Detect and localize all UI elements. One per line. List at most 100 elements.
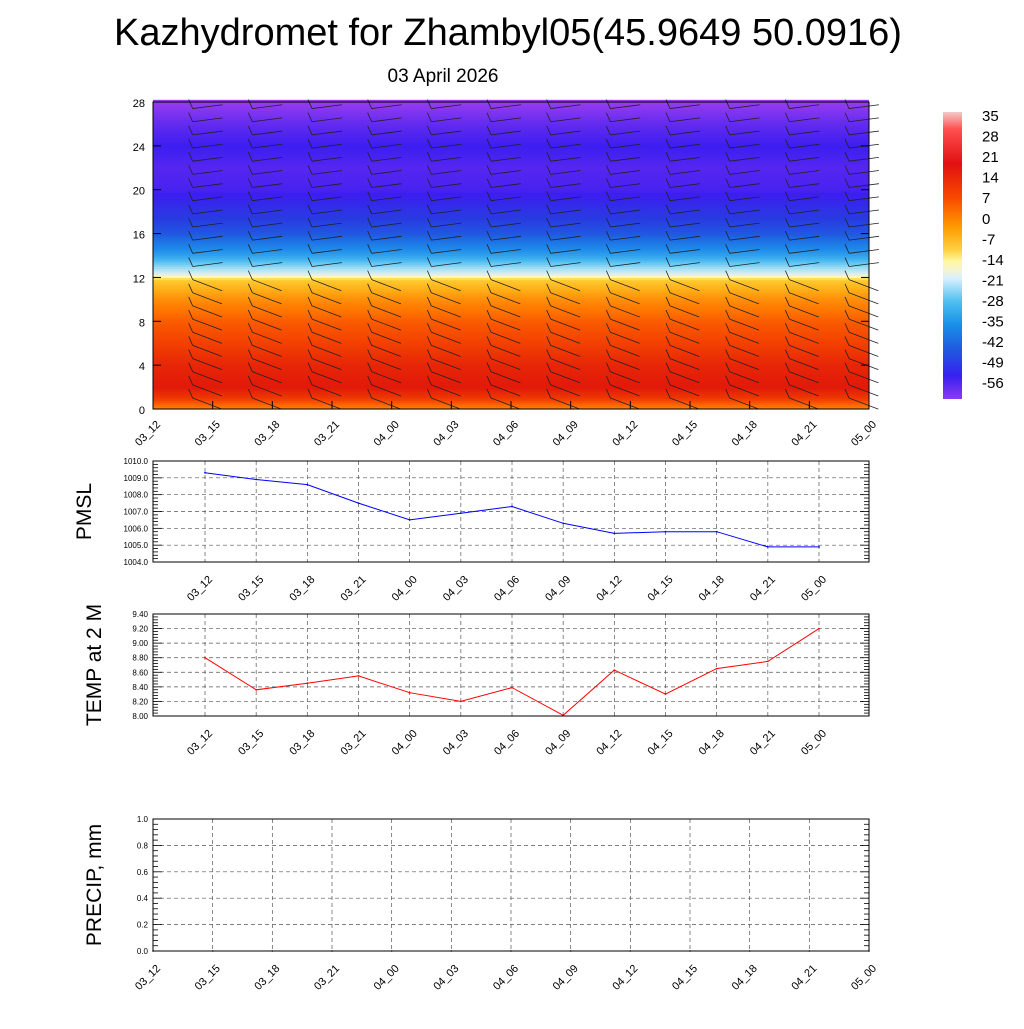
wind-barb [192,262,223,267]
wind-barb [605,270,611,280]
temperature-band [153,347,869,351]
temperature-band [153,154,869,158]
temperature-band [153,356,869,360]
wind-barb [371,249,402,254]
wind-barb [784,296,790,307]
x-tick-label: 04_12 [610,419,640,449]
temperature-band [153,117,869,121]
wind-barb [426,388,432,399]
temperature-band [153,244,869,248]
wind-barb [729,183,760,188]
wind-barb [188,217,194,228]
wind-barb [192,222,223,228]
wind-barb [789,345,819,357]
wind-barb [490,262,521,267]
wind-barb [605,191,611,201]
wind-barb [426,152,432,162]
wind-barb [725,296,731,307]
temperature-band [153,233,869,237]
wind-barb [610,222,641,228]
wind-barb [247,283,253,293]
wind-barb [725,362,731,372]
wind-barb [546,99,552,109]
wind-barb [729,384,760,397]
wind-barb [371,305,402,318]
wind-barb [192,384,223,397]
wind-barb [848,117,879,123]
wind-barb [307,217,313,228]
wind-barb [550,262,581,267]
wind-barb [610,292,640,305]
wind-barb [610,384,640,397]
wind-barb [605,362,611,372]
wind-barb [669,279,700,292]
wind-barb [252,331,282,344]
colorbar-label: -42 [982,334,1004,351]
wind-barb [605,388,611,399]
wind-barb [247,375,253,386]
wind-barb [192,371,223,384]
wind-barb [307,323,313,333]
x-tick-label: 03_21 [312,963,342,993]
x-tick-label: 03_12 [185,728,215,758]
wind-barb [490,397,521,410]
x-tick-label: 04_00 [372,963,402,993]
wind-barb [669,209,700,215]
wind-barb [426,125,432,136]
wind-barb [431,318,461,331]
wind-barb [669,397,700,410]
wind-barb [192,397,223,410]
y-tick-label: 9.00 [132,639,148,648]
wind-barb [252,262,283,267]
wind-barb [431,371,461,384]
wind-barb [665,152,671,162]
y-tick-label: 0.0 [137,947,149,956]
temperature-band [153,327,869,331]
wind-barb [192,292,223,305]
temperature-band [153,178,869,182]
wind-barb [431,305,461,318]
wind-barb [550,196,581,202]
wind-barb [307,375,313,386]
temperature-band [153,156,869,160]
wind-barb [188,152,194,162]
wind-barb [848,305,879,318]
wind-barb [367,257,373,267]
temperature-band [153,292,869,296]
wind-barb [192,249,223,254]
wind-barb [486,388,492,399]
wind-barb [844,217,850,228]
wind-barb [188,257,194,267]
wind-barb [789,358,819,371]
wind-barb [486,125,492,136]
wind-barb [848,345,879,357]
wind-barb [252,196,283,202]
wind-barb [605,349,611,359]
wind-barb [669,358,700,371]
wind-barb [725,125,731,136]
temperature-band [153,393,869,397]
wind-barb [669,305,700,318]
wind-barb [844,336,850,346]
wind-barb [311,209,342,215]
wind-barb [789,130,820,136]
wind-barb [247,362,253,372]
x-tick-label: 03_18 [252,419,282,449]
temperature-band [153,174,869,178]
wind-barb [665,296,671,307]
temperature-band [153,268,869,272]
wind-barb [546,296,552,307]
wind-barb [729,397,760,410]
x-tick-label: 04_09 [551,963,581,993]
x-tick-label: 03_15 [236,728,266,758]
wind-barb [848,209,879,215]
temperature-band [153,345,869,349]
data-point [613,669,616,671]
x-tick-label: 04_12 [594,574,624,604]
wind-barb [307,349,313,359]
wind-barb [784,138,790,149]
wind-barb [486,283,492,293]
wind-barb [490,196,521,202]
temperature-band [153,343,869,346]
colorbar-label: -7 [982,231,995,248]
